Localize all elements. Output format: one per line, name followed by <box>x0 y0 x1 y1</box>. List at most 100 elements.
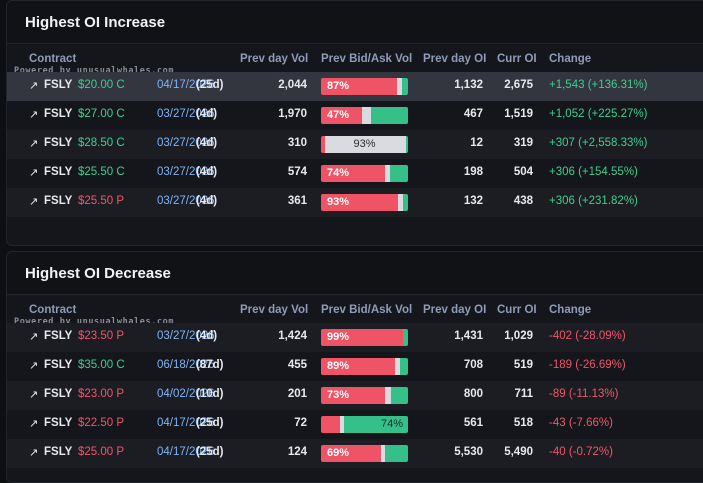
strike: $20.00 C <box>78 79 125 91</box>
ticker[interactable]: FSLY <box>44 166 73 178</box>
bid-ask-label: 99% <box>327 331 350 343</box>
prev-day-vol: 72 <box>294 417 307 429</box>
strike: $35.00 C <box>78 359 125 371</box>
mid-segment <box>340 416 345 433</box>
bid-ask-bar: 69% <box>321 445 408 462</box>
oi-change: +1,543 (+136.31%) <box>549 79 648 91</box>
arrow-up-right-icon[interactable]: ↗ <box>29 80 39 92</box>
table-row[interactable]: ↗ FSLY $35.00 C 06/18/2026 (87d) 455 89% 708 519… <box>7 352 703 381</box>
ticker[interactable]: FSLY <box>44 417 73 429</box>
arrow-up-right-icon[interactable]: ↗ <box>29 331 39 343</box>
days-to-expiry: (4d) <box>196 137 218 149</box>
prev-day-vol: 455 <box>287 359 307 371</box>
arrow-up-right-icon[interactable]: ↗ <box>29 109 39 121</box>
col-prev-bid-ask-vol[interactable]: Prev Bid/Ask Vol <box>321 53 413 65</box>
arrow-up-right-icon[interactable]: ↗ <box>29 418 39 430</box>
table-row[interactable]: ↗ FSLY $27.00 C 03/27/2026 (4d) 1,970 47% 467 1,… <box>7 101 703 130</box>
ask-segment <box>400 358 408 375</box>
days-to-expiry: (4d) <box>196 195 218 207</box>
oi-change: +306 (+231.82%) <box>549 195 638 207</box>
strike: $25.50 P <box>78 195 125 207</box>
bid-segment <box>321 78 397 95</box>
table-row[interactable]: ↗ FSLY $25.50 P 03/27/2026 (4d) 361 93% 132 438 +… <box>7 188 703 217</box>
curr-oi: 2,675 <box>504 79 533 91</box>
bid-ask-bar: 87% <box>321 78 408 95</box>
ticker[interactable]: FSLY <box>44 359 73 371</box>
col-change[interactable]: Change <box>549 304 592 316</box>
col-prev-bid-ask-vol[interactable]: Prev Bid/Ask Vol <box>321 304 413 316</box>
col-prev-day-oi[interactable]: Prev day OI <box>423 304 487 316</box>
col-prev-day-vol[interactable]: Prev day Vol <box>240 53 309 65</box>
bid-ask-label: 74% <box>380 418 403 430</box>
ticker[interactable]: FSLY <box>44 108 73 120</box>
col-curr-oi[interactable]: Curr OI <box>497 53 537 65</box>
oi-change: +307 (+2,558.33%) <box>549 137 648 149</box>
expiry-date: 06/18/2026 <box>157 359 215 371</box>
ticker[interactable]: FSLY <box>44 330 73 342</box>
col-change[interactable]: Change <box>549 53 592 65</box>
prev-day-vol: 310 <box>287 137 307 149</box>
mid-segment <box>385 165 390 182</box>
strike: $22.50 P <box>78 417 125 429</box>
expiry-date: 04/17/2026 <box>157 417 215 429</box>
bid-ask-label: 87% <box>327 80 350 92</box>
bid-ask-bar: 74% <box>321 416 408 433</box>
bid-segment <box>321 416 341 433</box>
arrow-up-right-icon[interactable]: ↗ <box>29 167 39 179</box>
ask-segment <box>371 107 408 124</box>
oi-increase-panel: Highest OI Increase Contract Prev day Vo… <box>6 0 703 246</box>
ticker[interactable]: FSLY <box>44 446 73 458</box>
table-row[interactable]: ↗ FSLY $23.00 P 04/02/2026 (10d) 201 73% 800 711… <box>7 381 703 410</box>
arrow-up-right-icon[interactable]: ↗ <box>29 389 39 401</box>
prev-day-vol: 124 <box>287 446 307 458</box>
bid-segment <box>321 107 362 124</box>
bid-segment <box>321 194 398 211</box>
col-contract[interactable]: Contract <box>29 304 77 316</box>
expiry-date: 03/27/2026 <box>157 108 215 120</box>
table-row[interactable]: ↗ FSLY $25.00 P 04/17/2026 (25d) 124 69% 5,530 5… <box>7 439 703 468</box>
mid-segment <box>384 387 391 404</box>
ticker[interactable]: FSLY <box>44 137 73 149</box>
bid-ask-bar: 89% <box>321 358 408 375</box>
col-prev-day-vol[interactable]: Prev day Vol <box>240 304 309 316</box>
prev-day-oi: 708 <box>463 359 483 371</box>
arrow-up-right-icon[interactable]: ↗ <box>29 196 39 208</box>
ticker[interactable]: FSLY <box>44 79 73 91</box>
oi-change: -402 (-28.09%) <box>549 330 626 342</box>
oi-change: -89 (-11.13%) <box>549 388 619 400</box>
prev-day-oi: 132 <box>463 195 483 207</box>
powered-by: Powered by unusualwhales.com <box>14 317 175 327</box>
col-curr-oi[interactable]: Curr OI <box>497 304 537 316</box>
ticker[interactable]: FSLY <box>44 388 73 400</box>
mid-segment <box>325 136 407 153</box>
ask-segment <box>389 165 408 182</box>
table-row[interactable]: ↗ FSLY $23.50 P 03/27/2026 (4d) 1,424 99% 1,431… <box>7 323 703 352</box>
expiry-date: 03/27/2026 <box>157 166 215 178</box>
bid-ask-bar: 99% <box>321 329 408 346</box>
prev-day-vol: 1,970 <box>278 108 307 120</box>
strike: $27.00 C <box>78 108 125 120</box>
col-contract[interactable]: Contract <box>29 53 77 65</box>
ticker[interactable]: FSLY <box>44 195 73 207</box>
bid-ask-bar: 93% <box>321 136 408 153</box>
table-row[interactable]: ↗ FSLY $28.50 C 03/27/2026 (4d) 310 93% 12 319 +3… <box>7 130 703 159</box>
prev-day-oi: 12 <box>470 137 483 149</box>
arrow-up-right-icon[interactable]: ↗ <box>29 138 39 150</box>
arrow-up-right-icon[interactable]: ↗ <box>29 360 39 372</box>
curr-oi: 1,519 <box>504 108 533 120</box>
curr-oi: 1,029 <box>504 330 533 342</box>
col-prev-day-oi[interactable]: Prev day OI <box>423 53 487 65</box>
table-row[interactable]: ↗ FSLY $22.50 P 04/17/2026 (25d) 72 74% 561 518 -… <box>7 410 703 439</box>
curr-oi: 438 <box>513 195 533 207</box>
bid-ask-label: 73% <box>327 389 350 401</box>
expiry-date: 03/27/2026 <box>157 137 215 149</box>
bid-ask-label: 47% <box>327 109 350 121</box>
bid-ask-label: 69% <box>327 447 350 459</box>
prev-day-vol: 574 <box>287 166 307 178</box>
bid-ask-label: 89% <box>327 360 350 372</box>
table-row[interactable]: ↗ FSLY $20.00 C 04/17/2026 (25d) 2,044 87% 1,13… <box>7 72 703 101</box>
arrow-up-right-icon[interactable]: ↗ <box>29 447 39 459</box>
days-to-expiry: (25d) <box>196 446 224 458</box>
table-row[interactable]: ↗ FSLY $25.50 C 03/27/2026 (4d) 574 74% 198 504 +… <box>7 159 703 188</box>
bid-segment <box>321 358 395 375</box>
